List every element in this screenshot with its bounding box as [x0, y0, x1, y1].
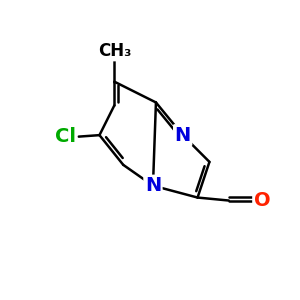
Text: N: N: [175, 126, 191, 145]
Text: O: O: [254, 191, 270, 210]
Text: CH₃: CH₃: [98, 42, 131, 60]
Text: N: N: [145, 176, 161, 195]
Text: Cl: Cl: [55, 127, 76, 146]
